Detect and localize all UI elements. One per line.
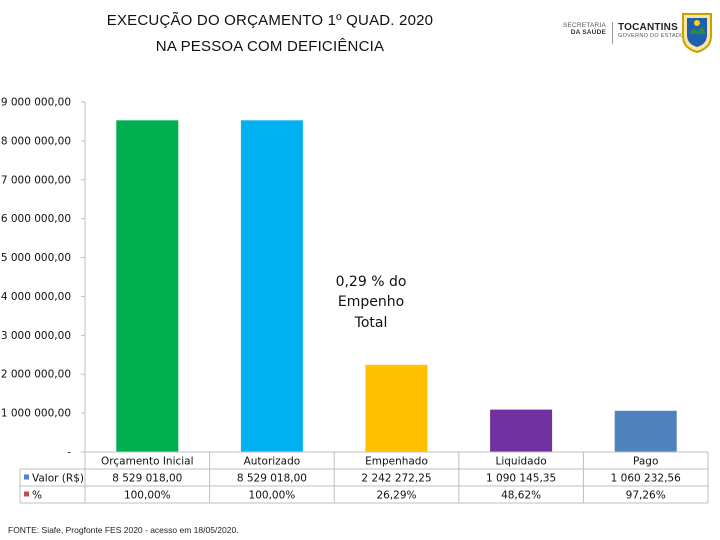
- tocantins-logo: TOCANTINS GOVERNO DO ESTADO: [618, 22, 685, 39]
- annotation-line3: Total: [354, 315, 388, 331]
- data-label: 1 090 145,35: [486, 473, 556, 485]
- bar-empenhado: [365, 364, 428, 452]
- y-tick-label: 4 000 000,00: [1, 291, 71, 303]
- y-tick-label: 8 000 000,00: [1, 135, 71, 147]
- category-label: Empenhado: [365, 456, 428, 468]
- chart-title-line1: EXECUÇÃO DO ORÇAMENTO 1º QUAD. 2020: [106, 12, 434, 29]
- sesau-logo: SECRETARIA DA SAÚDE: [562, 22, 606, 36]
- y-tick-label: -: [67, 447, 71, 459]
- data-label: 100,00%: [249, 490, 296, 502]
- tocantins-logo-sub: GOVERNO DO ESTADO: [618, 33, 685, 39]
- data-label: 1 060 232,56: [611, 473, 681, 485]
- header-logos: SECRETARIA DA SAÚDE TOCANTINS GOVERNO DO…: [560, 8, 720, 58]
- data-label: 8 529 018,00: [112, 473, 182, 485]
- y-tick-label: 6 000 000,00: [1, 213, 71, 225]
- y-tick-label: 7 000 000,00: [1, 174, 71, 186]
- bar-pago: [614, 410, 677, 452]
- legend-key: [24, 474, 29, 480]
- source-note: FONTE: Siafe, Progfonte FES 2020 - acess…: [8, 525, 239, 535]
- bar-or-amento-inicial: [116, 120, 179, 452]
- bar-autorizado: [240, 120, 303, 452]
- annotation-line2: Empenho: [338, 294, 404, 310]
- y-tick-label: 2 000 000,00: [1, 369, 71, 381]
- sesau-logo-line1: SECRETARIA: [562, 22, 606, 29]
- legend-label: Valor (R$): [32, 473, 84, 485]
- annotation-line1: 0,29 % do: [336, 274, 407, 290]
- category-label: Autorizado: [244, 456, 301, 468]
- category-label: Pago: [633, 456, 658, 468]
- data-label: 26,29%: [376, 490, 416, 502]
- logo-divider: [612, 22, 613, 44]
- state-seal-icon: [682, 13, 712, 54]
- y-tick-label: 5 000 000,00: [1, 252, 71, 264]
- chart-title-line2: NA PESSOA COM DEFICIÊNCIA: [155, 38, 385, 55]
- data-label: 2 242 272,25: [361, 473, 431, 485]
- y-tick-label: 9 000 000,00: [1, 97, 71, 109]
- y-tick-label: 1 000 000,00: [1, 408, 71, 420]
- data-label: 48,62%: [501, 490, 541, 502]
- tocantins-logo-name: TOCANTINS: [618, 22, 678, 33]
- category-label: Liquidado: [495, 456, 546, 468]
- data-label: 97,26%: [626, 490, 666, 502]
- data-label: 8 529 018,00: [237, 473, 307, 485]
- legend-label: %: [32, 490, 42, 502]
- category-label: Orçamento Inicial: [101, 456, 194, 468]
- chart-title: EXECUÇÃO DO ORÇAMENTO 1º QUAD. 2020 NA P…: [60, 8, 480, 60]
- bar-liquidado: [490, 409, 553, 452]
- sesau-logo-line2: DA SAÚDE: [570, 29, 606, 36]
- legend-key: [24, 491, 29, 497]
- y-tick-label: 3 000 000,00: [1, 330, 71, 342]
- data-label: 100,00%: [124, 490, 171, 502]
